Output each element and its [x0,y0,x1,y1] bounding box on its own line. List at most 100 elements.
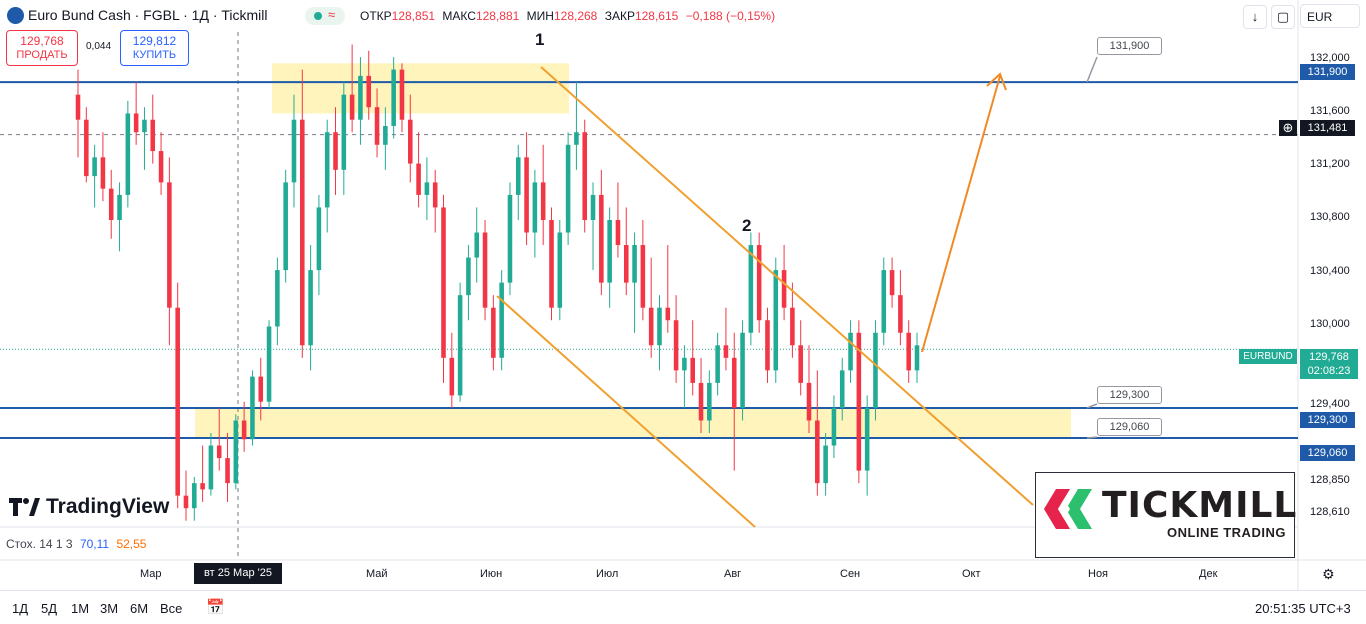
candle-body [324,132,330,208]
candle [715,332,720,396]
high-value: 128,881 [475,9,520,23]
x-tick: Май [366,568,388,580]
candle [424,157,430,220]
price-tag-s2[interactable]: 129,060 [1300,445,1355,461]
timeframe-6m[interactable]: 6М [130,601,149,616]
candle-body [167,182,172,308]
candle-body [133,113,139,133]
candle-body [275,270,280,327]
callout-connector-r1 [1086,56,1098,83]
candle [125,100,131,208]
candle [881,257,887,346]
candle [806,345,812,434]
projection-arrow-head [986,72,1007,91]
high-label: МАКС [442,9,476,23]
candle-body [466,257,471,296]
candle-body [823,445,828,484]
tradingview-mark-icon [9,498,40,516]
stoch-k: 70,11 [79,537,110,551]
candle [615,182,621,258]
level-callout-r1[interactable]: 131,900 [1097,37,1162,55]
candle [216,407,222,471]
symbol-title[interactable]: Euro Bund Cash · FGBL · 1Д · Tickmill [28,7,268,23]
candle-body [424,182,430,195]
candle-body [848,332,853,371]
level-callout-s1[interactable]: 129,300 [1097,386,1162,404]
price-tag-r1[interactable]: 131,900 [1300,64,1355,80]
candle [241,401,247,452]
candle-body [623,245,629,283]
timeframe-1d[interactable]: 1Д [12,601,29,616]
y-tick: 130,000 [1310,318,1350,330]
x-tick: Окт [962,568,981,580]
timeframe-all[interactable]: Все [160,601,183,616]
candle [682,345,687,408]
low-label: МИН [526,9,554,23]
candle [698,357,704,434]
candle-body [341,94,347,170]
candle [183,470,189,521]
candle-body [92,157,97,177]
candle [607,207,612,308]
candle-body [599,194,604,283]
price-tag-s1[interactable]: 129,300 [1300,412,1355,428]
candle [831,395,837,459]
x-tick: Июн [480,568,503,580]
projection-arrow [921,75,1001,353]
candle-body [250,376,255,440]
sell-label: ПРОДАТЬ [16,49,68,61]
candle-body [258,376,264,402]
candle [407,94,413,183]
tickmill-tagline: ONLINE TRADING [1167,525,1286,540]
market-status-pill[interactable]: ≈ [305,7,345,25]
candle [225,433,230,502]
candle [574,82,579,170]
candle [748,232,754,346]
candle-body [474,232,480,258]
candle-body [914,345,920,371]
currency-select[interactable]: EUR [1300,4,1360,28]
candle [275,257,280,346]
candle-body [75,94,81,120]
candle-body [839,370,845,408]
level-callout-s2[interactable]: 129,060 [1097,418,1162,436]
candle-body [698,382,704,421]
candle-body [266,326,272,402]
date-range-calendar-icon[interactable]: 📅 [206,599,225,616]
candle-body [873,332,878,408]
arrow-down-icon[interactable]: ↓ [1243,5,1267,29]
candle-body [349,94,355,120]
timeframe-3m[interactable]: 3М [100,601,119,616]
channel-lower-line [496,295,756,528]
candle [524,132,529,246]
candle [175,282,180,509]
channel-upper-line [540,66,1034,506]
y-tick: 131,600 [1310,105,1350,117]
candle [391,57,396,139]
y-tick: 128,610 [1310,506,1350,518]
candle [399,63,405,133]
candle-body [524,157,529,233]
candle [848,320,853,383]
candle-body [565,144,571,233]
x-tick: Авг [724,568,742,580]
screenshot-icon[interactable]: ▢ [1271,5,1295,29]
clock[interactable]: 20:51:35 UTC+3 [1255,601,1351,616]
timeframe-5d[interactable]: 5Д [41,601,58,616]
candle [707,370,712,434]
add-alert-plus-icon[interactable]: ⊕ [1279,120,1297,136]
candle [690,320,695,396]
candle-body [682,357,687,371]
candle-body [590,194,596,220]
timeframe-1m[interactable]: 1М [71,601,90,616]
candle [432,169,438,233]
chart-settings-gear-icon[interactable]: ⚙ [1322,566,1335,582]
candle-body [200,483,205,490]
buy-button[interactable]: 129,812 КУПИТЬ [120,30,189,66]
live-dot-icon [314,12,322,20]
candle-body [208,445,214,490]
candle-body [416,163,421,195]
sell-button[interactable]: 129,768 ПРОДАТЬ [6,30,78,66]
stochastic-legend: Стох. 14 1 3 70,11 52,55 [6,537,146,551]
